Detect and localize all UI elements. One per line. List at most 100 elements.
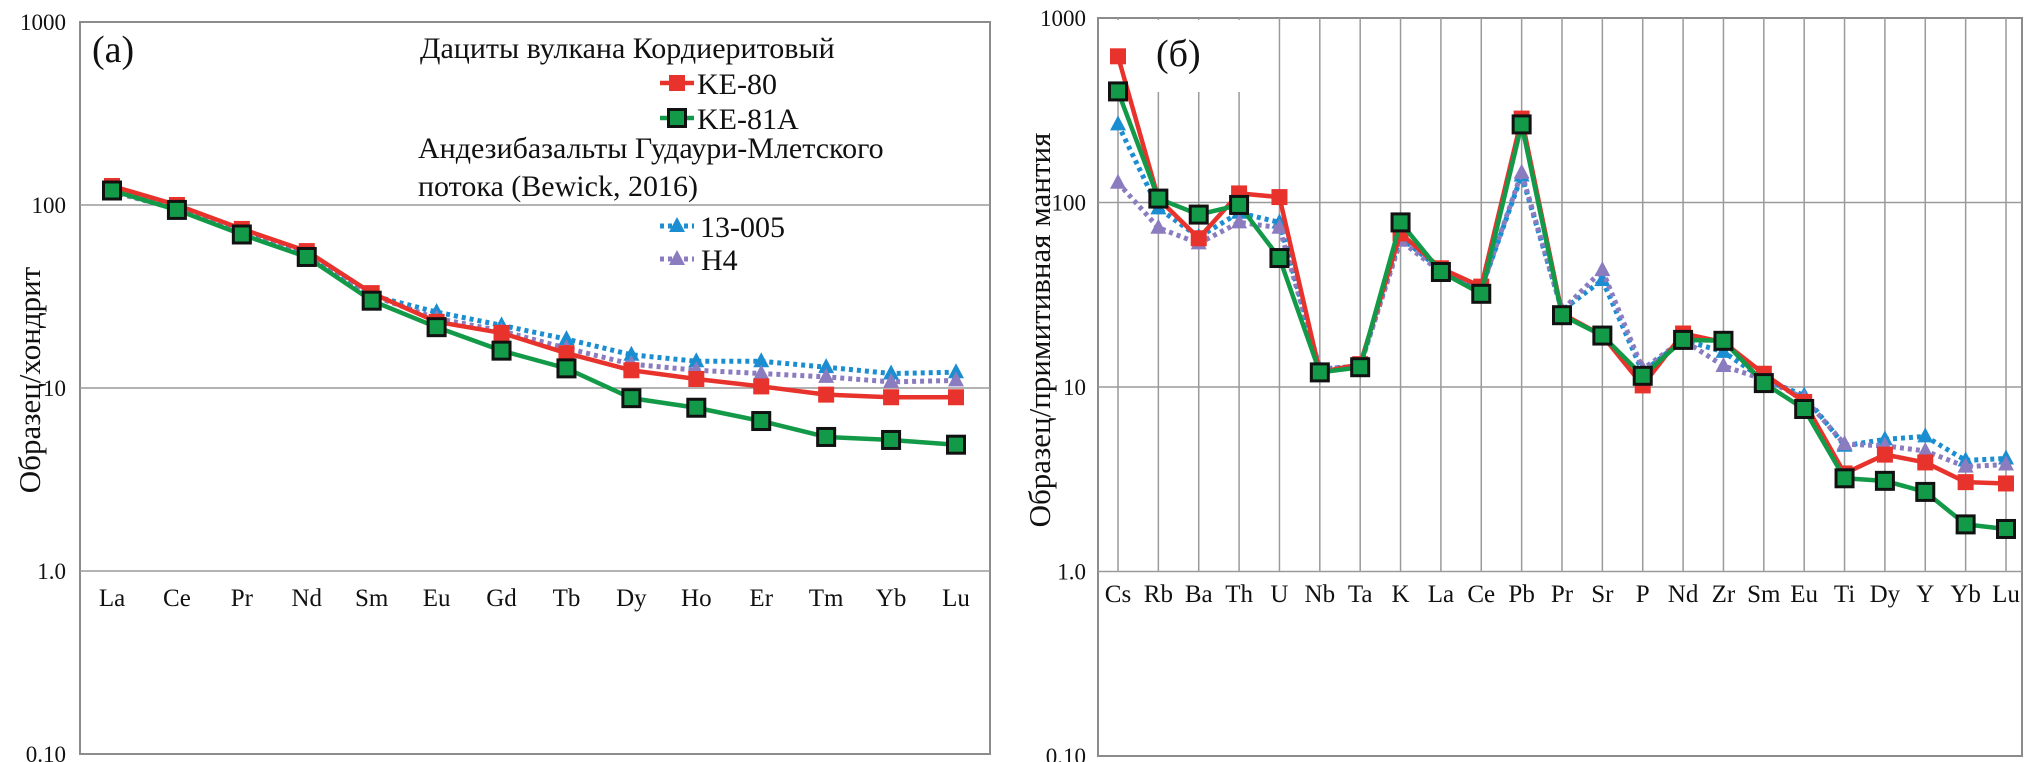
- square-marker: [1592, 325, 1613, 346]
- legend-entry-KE-80: KE-80: [660, 68, 777, 101]
- legend-label: 13-005: [700, 211, 785, 244]
- square-marker: [1430, 262, 1451, 283]
- series-13-005: [104, 178, 964, 380]
- legend-label: H4: [701, 244, 738, 277]
- triangle-marker: [883, 364, 900, 380]
- square-marker: [558, 345, 575, 362]
- x-tick-label: Tb: [553, 585, 581, 612]
- x-tick-label: Lu: [1992, 581, 2020, 608]
- triangle-marker: [558, 330, 575, 346]
- square-marker: [361, 290, 382, 311]
- y-tick-label: 10: [43, 376, 66, 401]
- panel-label: (б): [1156, 33, 1201, 75]
- series-KE-81A: [1108, 81, 2016, 539]
- square-marker: [686, 397, 707, 418]
- square-marker: [881, 429, 902, 450]
- y-tick-label: 10: [1063, 375, 1086, 400]
- x-tick-label: K: [1392, 581, 1410, 608]
- triangle-marker: [1998, 455, 2014, 471]
- x-tick-label: Gd: [486, 585, 517, 612]
- square-marker: [1834, 468, 1855, 489]
- x-tick-label: Dy: [1870, 581, 1901, 608]
- square-marker: [493, 324, 510, 341]
- x-tick-label: Zr: [1712, 581, 1736, 608]
- series-line: [111, 184, 957, 377]
- series-KE-80: [104, 178, 964, 406]
- square-marker: [1917, 454, 1934, 471]
- triangle-marker: [883, 372, 900, 388]
- square-marker: [166, 199, 187, 220]
- triangle-marker: [1917, 427, 1934, 443]
- triangle-marker: [1917, 441, 1934, 457]
- square-marker: [491, 340, 512, 361]
- legend-entry-KE-81A: KE-81A: [660, 103, 799, 136]
- y-tick-label: 100: [1052, 191, 1087, 216]
- chart-panel-1: 0.10 1.0 10 100 1000 (a) Образец/хондрит La Ce Pr…: [12, 10, 991, 762]
- triangle-marker: [1715, 356, 1732, 372]
- legend-group-title: Дациты вулкана Кордиеритовый: [420, 32, 835, 65]
- x-tick-label: Ba: [1185, 581, 1213, 608]
- series-line: [1115, 123, 2007, 463]
- square-marker: [669, 75, 685, 91]
- triangle-marker: [669, 217, 685, 232]
- chart-panel-2: 0.10 1.0 10 100 1000 (б) Образец/примитивная м…: [1022, 6, 2023, 762]
- x-tick-label: Nd: [291, 585, 322, 612]
- x-tick-label: Ti: [1834, 581, 1855, 608]
- legend-entry-H4: H4: [660, 244, 738, 277]
- triangle-marker: [948, 371, 964, 387]
- triangle-marker: [818, 367, 835, 383]
- square-marker: [1390, 212, 1411, 233]
- x-tick-label: Sm: [1747, 581, 1781, 608]
- triangle-marker: [1110, 173, 1126, 189]
- square-marker: [1632, 365, 1653, 386]
- series-line: [111, 188, 957, 447]
- series-line: [111, 183, 956, 400]
- series-H4: [104, 182, 964, 388]
- x-tick-label: Rb: [1144, 581, 1173, 608]
- x-tick-label: Eu: [1790, 581, 1818, 608]
- x-tick-label: Eu: [423, 585, 451, 612]
- square-marker: [1190, 230, 1207, 247]
- x-tick-label: Tm: [809, 585, 844, 612]
- square-marker: [818, 386, 835, 403]
- square-marker: [948, 389, 964, 406]
- square-marker: [946, 434, 966, 455]
- x-tick-label: Ce: [1467, 581, 1495, 608]
- y-axis-label: Образец/хондрит: [12, 266, 47, 493]
- square-marker: [751, 411, 772, 432]
- x-tick-label: Ce: [163, 585, 191, 612]
- y-tick-label: 0.10: [1046, 744, 1086, 762]
- square-marker: [1309, 362, 1330, 383]
- legend-group-title: потока (Bewick, 2016): [418, 170, 698, 203]
- square-marker: [623, 362, 640, 379]
- square-marker: [1148, 188, 1169, 209]
- x-tick-label: P: [1636, 581, 1650, 608]
- triangle-marker: [948, 363, 964, 379]
- x-tick-label: Ta: [1348, 581, 1373, 608]
- legend-label: KE-81A: [697, 103, 799, 136]
- x-tick-label: Pb: [1508, 581, 1534, 608]
- x-tick-label: Yb: [876, 585, 907, 612]
- x-tick-label: Cs: [1105, 581, 1131, 608]
- x-tick-label: Sm: [355, 585, 389, 612]
- square-marker: [1998, 475, 2014, 492]
- x-tick-label: Y: [1916, 581, 1934, 608]
- y-tick-label: 1.0: [37, 559, 66, 584]
- triangle-marker: [753, 364, 770, 380]
- square-marker: [1350, 357, 1371, 378]
- square-marker: [1673, 329, 1694, 350]
- triangle-marker: [818, 358, 835, 374]
- x-tick-label: Er: [749, 585, 773, 612]
- square-marker: [1188, 204, 1209, 225]
- square-marker: [1874, 470, 1895, 491]
- square-marker: [296, 246, 317, 267]
- x-tick-label: Sr: [1591, 581, 1614, 608]
- triangle-marker: [1594, 261, 1611, 277]
- legend-entry-13-005: 13-005: [660, 211, 785, 244]
- triangle-marker: [1271, 218, 1288, 234]
- triangle-marker: [753, 352, 770, 368]
- square-marker: [556, 358, 577, 379]
- square-marker: [1753, 373, 1774, 394]
- triangle-marker: [1836, 435, 1853, 451]
